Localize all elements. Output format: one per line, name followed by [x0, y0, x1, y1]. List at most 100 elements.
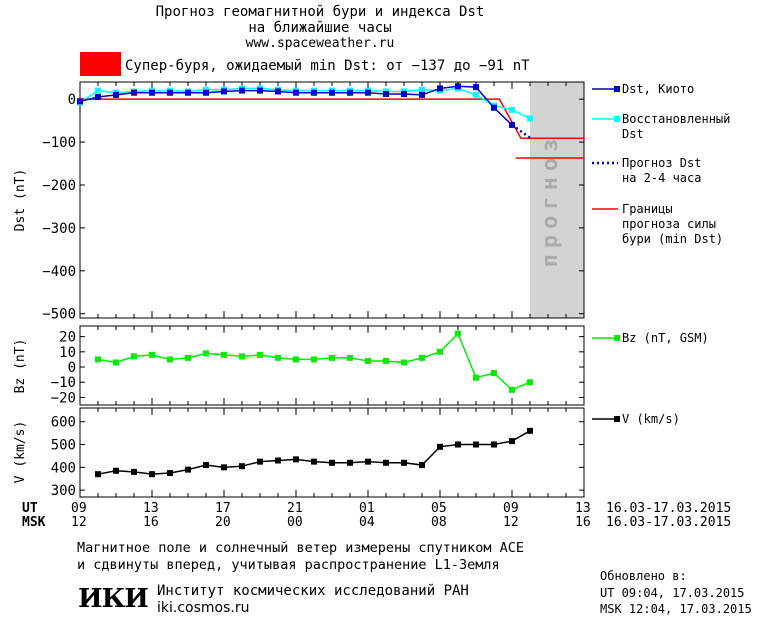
forecast-band-label: прогноз [538, 133, 563, 268]
bz-point [401, 359, 407, 366]
forecast-band [530, 82, 584, 318]
bz-point [203, 350, 209, 357]
legend-restored-line2: Dst [622, 127, 644, 141]
velocity-point [293, 456, 299, 463]
page-title: Прогноз геомагнитной бури и индекса Dst [155, 4, 485, 20]
time-tick-label: 08 [431, 515, 447, 530]
dst-kyoto-point [167, 89, 173, 96]
bz-point [509, 386, 515, 393]
time-tick-label: 13 [143, 501, 159, 516]
legend-bounds-line1: Границы [622, 202, 673, 216]
site-url[interactable]: www.spaceweather.ru [245, 36, 395, 51]
time-tick-label: 20 [215, 515, 231, 530]
velocity-point [239, 463, 245, 470]
bz-point [113, 359, 119, 366]
legend-bounds-line3: бури (min Dst) [622, 232, 724, 246]
storm-color-swatch [80, 52, 121, 76]
velocity-point [257, 458, 263, 465]
restored-dst-point [527, 115, 533, 122]
velocity-point [149, 471, 155, 478]
velocity-legend-marker [614, 416, 620, 422]
velocity-point [95, 471, 101, 478]
legend-v: V (km/s) [622, 412, 680, 426]
restored-dst-legend-marker [614, 116, 620, 122]
dst-kyoto-point [419, 91, 425, 98]
velocity-point [401, 459, 407, 466]
note-line2: и сдвинуты вперед, учитывая распростране… [77, 557, 500, 573]
dst-kyoto-point [221, 88, 227, 95]
velocity-point [437, 443, 443, 450]
bz-point [167, 356, 173, 363]
bz-legend-marker [614, 335, 620, 341]
bz-point [329, 354, 335, 361]
time-tick-label: 00 [287, 515, 303, 530]
institute-url[interactable]: iki.cosmos.ru [157, 600, 250, 616]
velocity-line [97, 430, 531, 475]
time-tick-label: 09 [71, 501, 87, 516]
time-tick-label: 21 [287, 501, 303, 516]
restored-dst-point [509, 106, 515, 113]
bz-point [221, 351, 227, 358]
velocity-point [275, 457, 281, 464]
y-tick-label: 500 [51, 438, 76, 454]
note-line1: Магнитное поле и солнечный ветер измерен… [77, 540, 525, 556]
dst-kyoto-point [329, 89, 335, 96]
y-tick-label: 400 [51, 460, 76, 476]
dst-kyoto-point [491, 104, 497, 111]
dst-kyoto-point [257, 87, 263, 94]
legend-restored-line1: Восстановленный [622, 112, 731, 126]
page-subtitle: на ближайшие часы [248, 20, 392, 36]
legend-bz: Bz (nT, GSM) [622, 331, 709, 345]
y-tick-label: 0 [68, 92, 76, 108]
bz-point [185, 354, 191, 361]
msk-axis-label: MSK [22, 515, 46, 530]
velocity-point [347, 459, 353, 466]
y-tick-label: −200 [42, 178, 76, 194]
velocity-point [221, 464, 227, 471]
msk-date-range: 16.03-17.03.2015 [606, 515, 732, 530]
y-tick-label: 20 [59, 330, 76, 346]
dst-kyoto-point [203, 89, 209, 96]
restored-dst-point [95, 87, 101, 94]
time-tick-label: 12 [71, 515, 87, 530]
bz-point [239, 353, 245, 360]
bz-point [347, 354, 353, 361]
legend-bounds-line2: прогноза силы [622, 217, 716, 231]
dst-kyoto-point [275, 88, 281, 95]
dst-kyoto-point [149, 89, 155, 96]
v-panel: 600 500 400 300 V (km/s) [13, 407, 585, 499]
ut-date-range: 16.03-17.03.2015 [606, 501, 732, 516]
velocity-point [365, 458, 371, 465]
velocity-point [131, 468, 137, 475]
dst-kyoto-point [365, 89, 371, 96]
time-tick-label: 13 [575, 501, 591, 516]
velocity-point [383, 459, 389, 466]
restored-dst-point [203, 86, 209, 93]
iki-logo: ИКИ [78, 584, 149, 614]
legend-forecast-line2: на 2-4 часа [622, 171, 702, 185]
velocity-point [527, 427, 533, 434]
y-tick-label: 600 [51, 415, 76, 431]
y-tick-label: 300 [51, 483, 76, 499]
dst-kyoto-point [185, 89, 191, 96]
velocity-point [491, 441, 497, 448]
y-tick-label: −20 [51, 390, 76, 406]
dst-kyoto-point [455, 83, 461, 90]
bz-point [311, 356, 317, 363]
time-tick-label: 05 [431, 501, 447, 516]
bz-point [491, 370, 497, 377]
restored-dst-point [473, 91, 479, 98]
bz-point [293, 356, 299, 363]
bz-point [275, 354, 281, 361]
dst-kyoto-point [401, 91, 407, 98]
bz-point [149, 351, 155, 358]
velocity-point [167, 470, 173, 477]
y-axis-label: Bz (nT) [13, 339, 28, 394]
updated-msk: MSK 12:04, 17.03.2015 [600, 602, 752, 616]
y-axis-label: Dst (nT) [13, 169, 28, 232]
dst-kyoto-point [383, 91, 389, 98]
bz-point [131, 353, 137, 360]
updated-label: Обновлено в: [600, 569, 687, 583]
velocity-point [113, 467, 119, 474]
